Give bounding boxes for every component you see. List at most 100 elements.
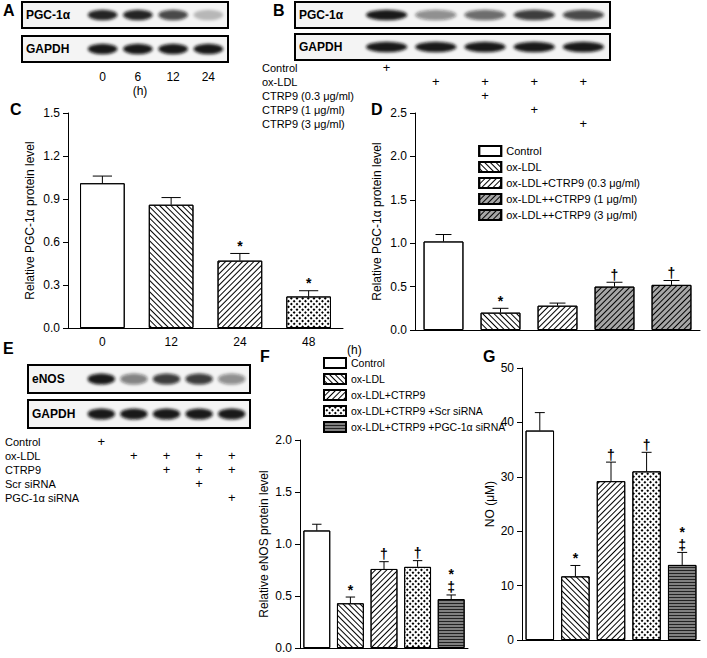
svg-text:0: 0 — [99, 70, 106, 84]
svg-text:†: † — [643, 437, 651, 453]
svg-text:+: + — [98, 434, 106, 449]
svg-text:+: + — [580, 74, 588, 89]
svg-text:Control: Control — [506, 145, 541, 157]
svg-text:1.5: 1.5 — [43, 106, 60, 120]
svg-text:+: + — [432, 74, 440, 89]
svg-text:0.5: 0.5 — [390, 280, 407, 294]
svg-text:Control: Control — [5, 436, 40, 448]
svg-text:Control: Control — [262, 62, 297, 74]
svg-text:*: * — [573, 550, 579, 566]
svg-text:0.0: 0.0 — [275, 641, 292, 655]
svg-text:10: 10 — [501, 579, 515, 593]
svg-text:30: 30 — [501, 470, 515, 484]
svg-text:0: 0 — [507, 633, 514, 647]
svg-text:CTRP9 (1 μg/ml): CTRP9 (1 μg/ml) — [262, 104, 345, 116]
svg-text:20: 20 — [501, 524, 515, 538]
svg-text:ox-LDL+CTRP9 +PGC-1α siRNA: ox-LDL+CTRP9 +PGC-1α siRNA — [351, 421, 505, 433]
svg-text:PGC-1α: PGC-1α — [26, 8, 71, 22]
svg-text:0.5: 0.5 — [275, 589, 292, 603]
svg-text:1.0: 1.0 — [275, 537, 292, 551]
svg-text:0.6: 0.6 — [43, 235, 60, 249]
svg-text:+: + — [481, 88, 489, 103]
svg-text:GAPDH: GAPDH — [299, 40, 342, 54]
svg-text:Relative PGC-1α protein level: Relative PGC-1α protein level — [23, 141, 37, 299]
svg-text:+: + — [195, 448, 203, 463]
svg-text:‡: ‡ — [678, 537, 686, 553]
svg-text:6: 6 — [135, 70, 142, 84]
svg-text:+: + — [481, 74, 489, 89]
svg-text:+: + — [228, 448, 236, 463]
svg-text:F: F — [260, 348, 270, 365]
svg-text:24: 24 — [202, 70, 216, 84]
svg-text:PGC-1α: PGC-1α — [299, 8, 344, 22]
svg-text:CTRP9: CTRP9 — [5, 464, 41, 476]
svg-text:1.0: 1.0 — [390, 236, 407, 250]
svg-text:eNOS: eNOS — [32, 372, 65, 386]
svg-text:0.0: 0.0 — [43, 321, 60, 335]
svg-text:C: C — [10, 101, 22, 118]
svg-text:E: E — [3, 340, 14, 357]
svg-text:CTRP9 (0.3 μg/ml): CTRP9 (0.3 μg/ml) — [262, 90, 354, 102]
svg-text:0.9: 0.9 — [43, 192, 60, 206]
svg-text:2.5: 2.5 — [390, 106, 407, 120]
svg-text:ox-LDL+CTRP9 +Scr siRNA: ox-LDL+CTRP9 +Scr siRNA — [351, 405, 483, 417]
svg-text:ox-LDL+CTRP9 (0.3 μg/ml): ox-LDL+CTRP9 (0.3 μg/ml) — [506, 177, 640, 189]
svg-text:48: 48 — [302, 335, 316, 349]
svg-text:†: † — [668, 265, 676, 281]
svg-text:*: * — [306, 275, 312, 291]
svg-text:D: D — [371, 101, 383, 118]
svg-text:ox-LDL+CTRP9: ox-LDL+CTRP9 — [351, 389, 426, 401]
svg-text:Scr siRNA: Scr siRNA — [5, 478, 56, 490]
svg-text:24: 24 — [233, 335, 247, 349]
svg-text:GAPDH: GAPDH — [32, 407, 75, 421]
svg-text:†: † — [607, 447, 615, 463]
svg-text:‡: ‡ — [447, 579, 455, 595]
svg-text:NO (μM): NO (μM) — [483, 481, 497, 527]
svg-text:ox-LDL++CTRP9 (3 μg/ml): ox-LDL++CTRP9 (3 μg/ml) — [506, 209, 637, 221]
svg-text:Relative PGC-1α protein level: Relative PGC-1α protein level — [370, 142, 384, 300]
svg-text:0.3: 0.3 — [43, 278, 60, 292]
svg-text:ox-LDL: ox-LDL — [5, 450, 40, 462]
svg-text:0.0: 0.0 — [390, 323, 407, 337]
svg-text:1.5: 1.5 — [390, 193, 407, 207]
svg-text:ox-LDL: ox-LDL — [262, 76, 297, 88]
svg-text:CTRP9 (3 μg/ml): CTRP9 (3 μg/ml) — [262, 118, 345, 130]
svg-text:(h): (h) — [347, 343, 362, 357]
svg-text:12: 12 — [166, 70, 180, 84]
svg-text:+: + — [530, 74, 538, 89]
svg-text:2.0: 2.0 — [390, 149, 407, 163]
svg-text:*: * — [237, 238, 243, 254]
svg-text:+: + — [163, 462, 171, 477]
svg-text:+: + — [228, 490, 236, 505]
svg-text:*: * — [348, 582, 354, 598]
svg-text:50: 50 — [501, 361, 515, 375]
svg-text:PGC-1α siRNA: PGC-1α siRNA — [5, 492, 80, 504]
svg-text:+: + — [580, 116, 588, 131]
svg-text:+: + — [383, 60, 391, 75]
svg-text:12: 12 — [164, 335, 178, 349]
svg-text:2.0: 2.0 — [275, 433, 292, 447]
svg-text:0: 0 — [99, 335, 106, 349]
svg-text:40: 40 — [501, 415, 515, 429]
svg-text:*: * — [498, 293, 504, 309]
svg-text:Relative eNOS protein level: Relative eNOS protein level — [257, 470, 271, 617]
svg-text:1.5: 1.5 — [275, 485, 292, 499]
svg-text:+: + — [130, 448, 138, 463]
svg-text:G: G — [483, 348, 495, 365]
svg-text:A: A — [3, 2, 15, 19]
svg-text:B: B — [273, 2, 285, 19]
svg-text:†: † — [611, 267, 619, 283]
svg-text:†: † — [380, 546, 388, 562]
svg-text:GAPDH: GAPDH — [26, 42, 69, 56]
svg-text:†: † — [414, 545, 422, 561]
svg-text:ox-LDL: ox-LDL — [506, 161, 541, 173]
svg-text:+: + — [530, 102, 538, 117]
svg-text:+: + — [195, 462, 203, 477]
svg-text:(h): (h) — [133, 84, 148, 98]
svg-text:+: + — [195, 476, 203, 491]
svg-text:ox-LDL++CTRP9 (1 μg/ml): ox-LDL++CTRP9 (1 μg/ml) — [506, 193, 637, 205]
svg-text:ox-LDL: ox-LDL — [351, 373, 385, 385]
svg-text:+: + — [163, 448, 171, 463]
svg-text:1.2: 1.2 — [43, 149, 60, 163]
svg-text:Control: Control — [351, 357, 385, 369]
